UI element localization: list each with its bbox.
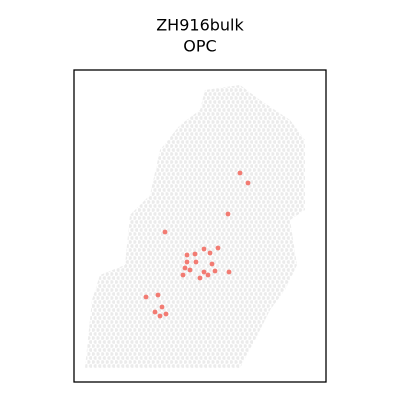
spot (192, 251, 198, 257)
spot (197, 275, 203, 281)
spot (143, 294, 149, 300)
spot (159, 304, 165, 310)
chart-subtitle: OPC (183, 37, 216, 56)
spot (155, 292, 161, 298)
spot (193, 259, 199, 265)
plot-frame (73, 69, 327, 383)
spot (157, 313, 163, 319)
spot (187, 267, 193, 273)
spot (152, 309, 158, 315)
spot (209, 261, 215, 267)
tissue (85, 85, 305, 368)
spot (162, 229, 168, 235)
spot (215, 245, 221, 251)
spot (163, 311, 169, 317)
spot (237, 170, 243, 176)
spot (207, 250, 213, 256)
spot (212, 268, 218, 274)
spot (245, 180, 251, 186)
chart-title: ZH916bulk (156, 16, 244, 35)
spot (201, 246, 207, 252)
spot (201, 269, 207, 275)
spot (205, 272, 211, 278)
spot (184, 252, 190, 258)
spot (226, 269, 232, 275)
spot (180, 272, 186, 278)
spot (225, 211, 231, 217)
spot (184, 259, 190, 265)
spot (182, 265, 188, 271)
